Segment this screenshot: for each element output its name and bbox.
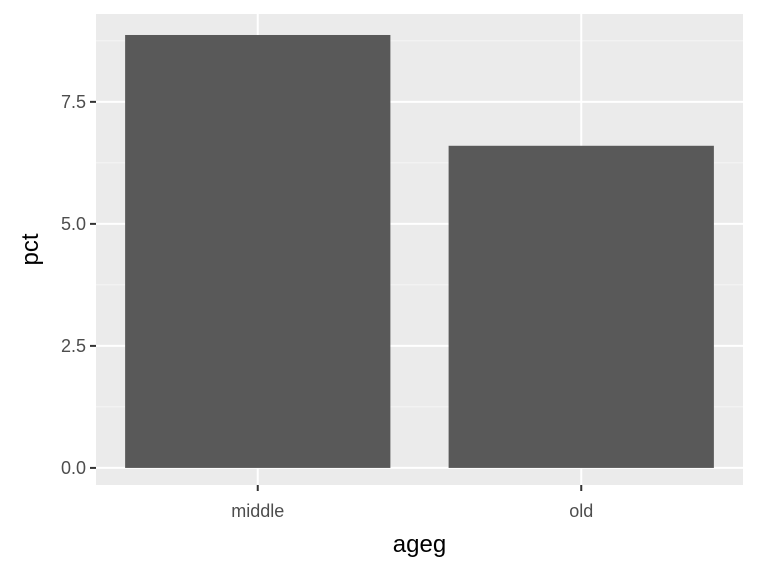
bar-middle	[125, 34, 391, 468]
x-axis-title: ageg	[393, 531, 446, 558]
x-tick-label: old	[569, 501, 593, 521]
x-tick-label: middle	[231, 501, 284, 521]
y-tick-label: 5.0	[61, 214, 86, 234]
y-axis: 0.0 2.5 5.0 7.5	[61, 92, 96, 478]
y-tick-label: 0.0	[61, 458, 86, 478]
y-tick-label: 2.5	[61, 336, 86, 356]
bars	[125, 34, 714, 468]
y-tick-label: 7.5	[61, 92, 86, 112]
y-axis-title: pct	[17, 233, 44, 265]
bar-old	[448, 145, 714, 468]
x-axis: middle old	[231, 485, 593, 521]
